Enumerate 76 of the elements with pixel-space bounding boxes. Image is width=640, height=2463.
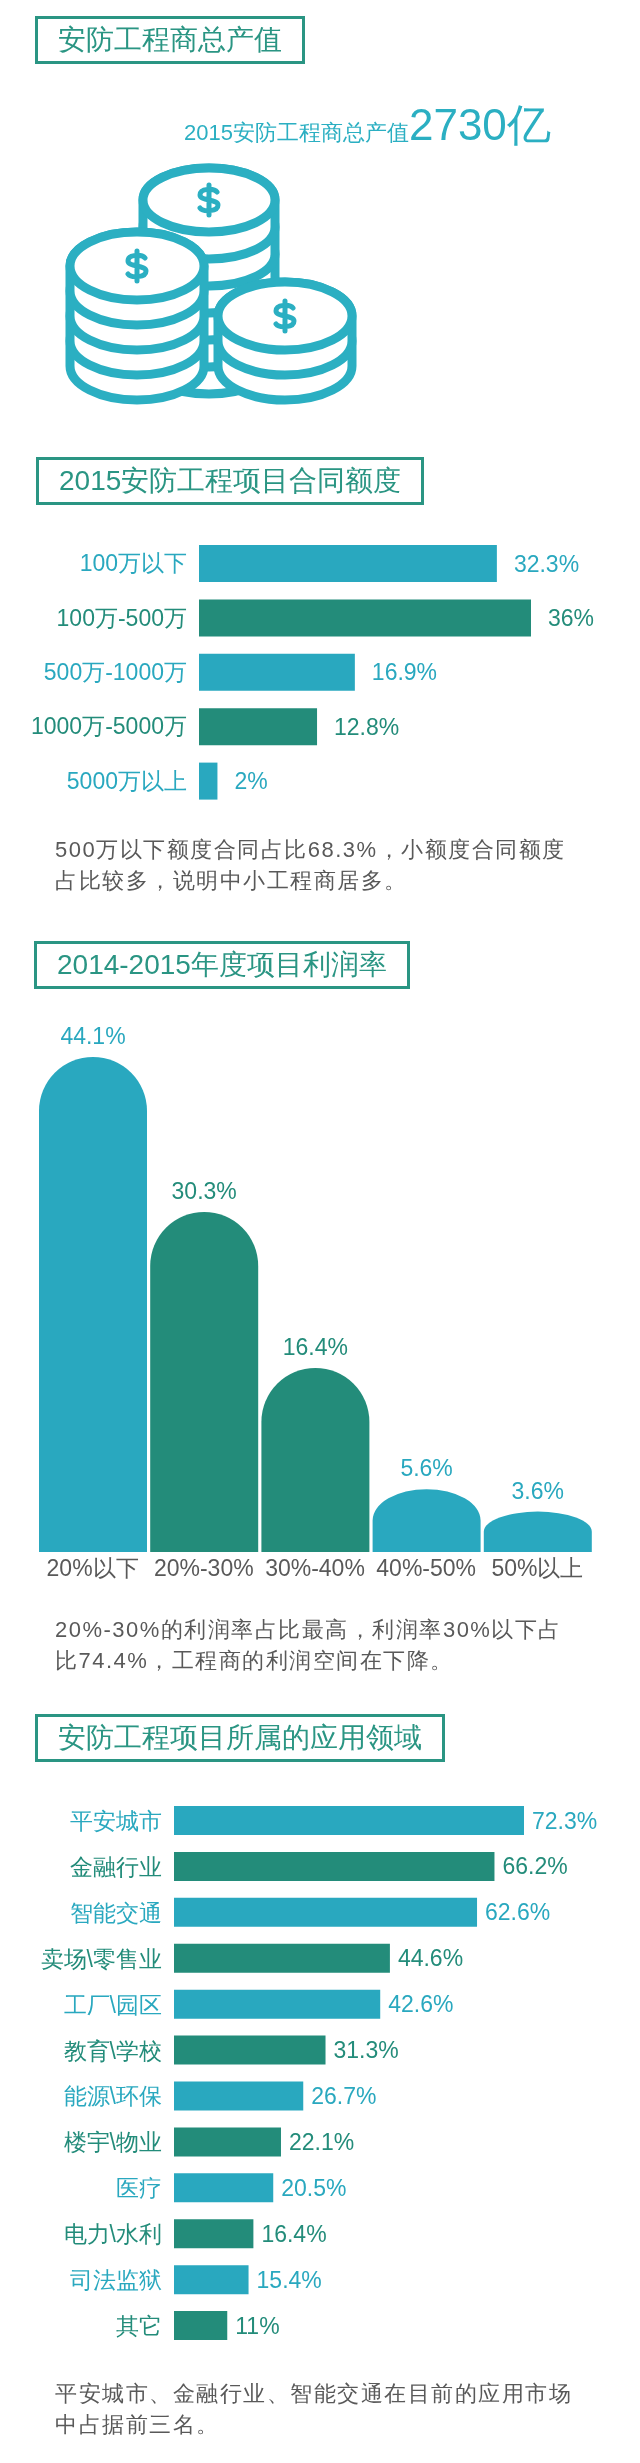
data-label: 16.4%: [282, 1333, 349, 1360]
data-label: 30.3%: [171, 1177, 237, 1204]
text: 500万以下额度合同占比68.3%，小额度合同额度占比较多，说明中小工程商居多。: [55, 837, 566, 893]
bar: [199, 708, 318, 746]
bar: [199, 545, 497, 582]
data-label: 44.6%: [397, 1945, 464, 1972]
y-tick-label: 卖场\零售业: [40, 1945, 162, 1972]
data-label: 42.6%: [388, 1991, 454, 2018]
y-tick-label: 工厂\园区: [63, 1991, 162, 2018]
title-frame: 安防工程项目所属的应用领域: [35, 1714, 445, 1762]
bar: [174, 1897, 478, 1927]
y-tick-label: 100万-500万: [56, 604, 187, 631]
bar: [174, 1943, 390, 1973]
y-tick-label: 司法监狱: [70, 2267, 162, 2294]
bar: [174, 1851, 495, 1881]
title-frame: 2014-2015年度项目利润率: [34, 941, 410, 989]
data-label: 3.6%: [511, 1477, 565, 1504]
data-label: 62.6%: [485, 1899, 551, 1926]
bar: [199, 599, 531, 637]
data-label: 15.4%: [256, 2266, 322, 2293]
chart-title: 2015安防工程项目合同额度: [59, 465, 402, 496]
y-tick-label: 楼宇\物业: [63, 2129, 162, 2156]
y-tick-label: 平安城市: [70, 1807, 162, 1834]
bar: [174, 1989, 381, 2019]
bar: [150, 1212, 259, 1552]
data-label: 16.4%: [261, 2220, 327, 2247]
data-label: 11%: [235, 2312, 280, 2339]
data-label: 22.1%: [288, 2128, 355, 2155]
bar: [261, 1368, 370, 1552]
y-tick-label: 1000万-5000万: [31, 713, 187, 740]
text: 2730亿: [408, 100, 551, 149]
bar: [174, 2173, 274, 2203]
data-label: 44.1%: [60, 1023, 126, 1049]
data-label: 16.9%: [371, 659, 438, 686]
data-label: 31.3%: [333, 2037, 399, 2064]
chart-title: 2014-2015年度项目利润率: [57, 949, 387, 980]
data-label: 2%: [234, 768, 268, 795]
bar: [199, 762, 218, 800]
y-tick-label: 5000万以上: [66, 767, 187, 794]
x-tick-label: 50%以上: [491, 1555, 584, 1582]
bar: [39, 1057, 147, 1552]
text: 20%-30%的利润率占比最高，利润率30%以下占比74.4%，工程商的利润空间在下降。: [55, 1617, 562, 1673]
data-label: 66.2%: [502, 1853, 568, 1880]
data-label: 20.5%: [281, 2174, 347, 2201]
data-label: 12.8%: [334, 713, 400, 740]
bar: [174, 2219, 254, 2249]
y-tick-label: 500万-1000万: [43, 659, 187, 685]
data-label: 26.7%: [311, 2083, 377, 2109]
title-frame: 安防工程商总产值: [35, 16, 305, 64]
x-tick-label: 20%以下: [46, 1555, 139, 1582]
bar: [174, 2127, 281, 2157]
bar: [174, 2081, 304, 2111]
x-tick-label: 40%-50%: [376, 1555, 477, 1582]
bar: [174, 2311, 228, 2341]
x-tick-label: 20%-30%: [153, 1555, 254, 1582]
text: 2015安防工程商总产值: [184, 120, 409, 145]
y-tick-label: 电力\水利: [63, 2221, 162, 2248]
y-tick-label: 能源\环保: [63, 2083, 162, 2110]
title-frame: 2015安防工程项目合同额度: [36, 457, 425, 505]
bar: [199, 653, 355, 691]
y-tick-label: 金融行业: [70, 1853, 162, 1880]
data-label: 36%: [548, 604, 595, 631]
x-tick-label: 30%-40%: [265, 1555, 365, 1582]
y-tick-label: 其它: [116, 2313, 162, 2340]
data-label: 5.6%: [400, 1455, 453, 1482]
bar: [174, 2035, 326, 2065]
y-tick-label: 教育\学校: [63, 2037, 162, 2064]
text: 平安城市、金融行业、智能交通在目前的应用市场中占据前三名。: [55, 2381, 572, 2437]
bar: [174, 2265, 249, 2295]
data-label: 32.3%: [513, 550, 580, 577]
chart-title: 安防工程项目所属的应用领域: [58, 1722, 422, 1753]
y-tick-label: 医疗: [116, 2175, 162, 2202]
data-label: 72.3%: [532, 1807, 598, 1834]
y-tick-label: 智能交通: [70, 1899, 162, 1926]
y-tick-label: 100万以下: [79, 550, 187, 577]
bar: [174, 1806, 524, 1835]
